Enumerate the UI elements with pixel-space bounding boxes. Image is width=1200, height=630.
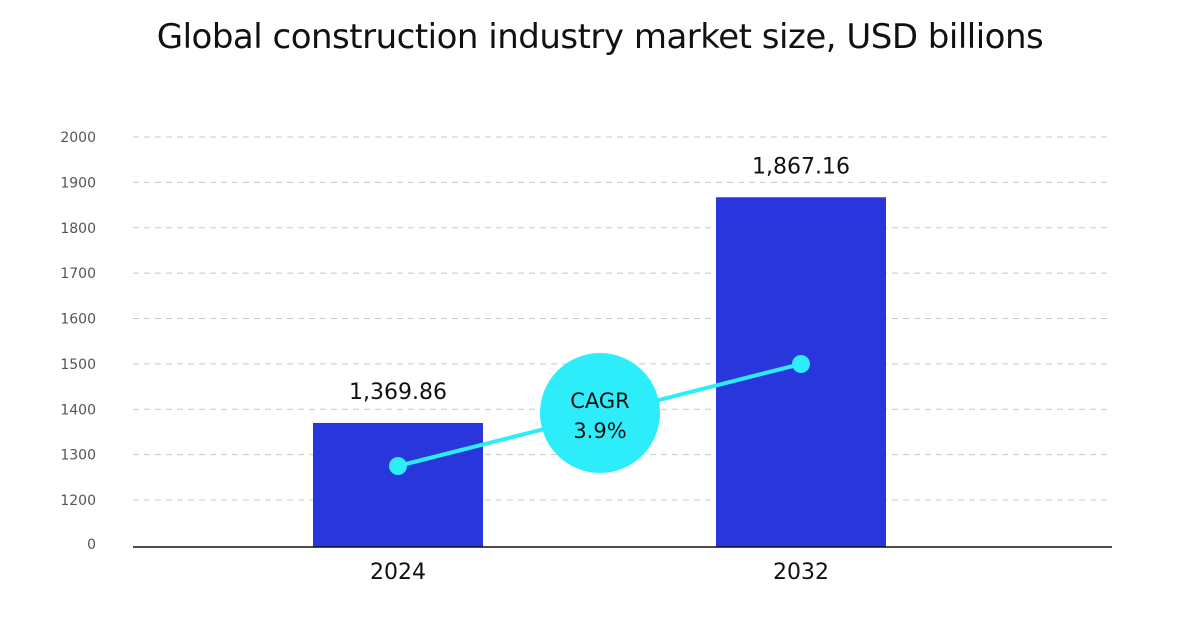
- y-tick-label: 1400: [60, 402, 96, 418]
- y-tick-label: 1200: [60, 493, 96, 509]
- data-label: 1,867.16: [752, 154, 850, 179]
- y-tick-label: 0: [87, 537, 96, 553]
- y-tick-label: 1500: [60, 357, 96, 373]
- cagr-badge: [540, 353, 660, 473]
- cagr-value: 3.9%: [573, 419, 626, 443]
- y-tick-label: 1300: [60, 448, 96, 464]
- x-axis-labels: 2024 2032: [370, 560, 829, 585]
- cagr-start-dot: [389, 457, 407, 475]
- y-tick-label: 2000: [60, 130, 96, 146]
- x-tick-label: 2032: [773, 560, 829, 585]
- y-axis-ticks: 0 1200 1300 1400 1500 1600 1700 1800 1900 2000: [60, 130, 96, 553]
- x-tick-label: 2024: [370, 560, 426, 585]
- data-label: 1,369.86: [349, 380, 447, 405]
- data-labels: 1,369.86 1,867.16: [349, 154, 850, 405]
- chart-title: Global construction industry market size…: [156, 17, 1044, 57]
- y-tick-label: 1800: [60, 221, 96, 237]
- cagr-annotation: CAGR 3.9%: [389, 353, 810, 475]
- cagr-end-dot: [792, 355, 810, 373]
- bar-2024: [313, 422, 483, 547]
- cagr-label: CAGR: [570, 389, 630, 413]
- y-tick-label: 1900: [60, 175, 96, 191]
- y-tick-label: 1600: [60, 312, 96, 328]
- y-tick-label: 1700: [60, 266, 96, 282]
